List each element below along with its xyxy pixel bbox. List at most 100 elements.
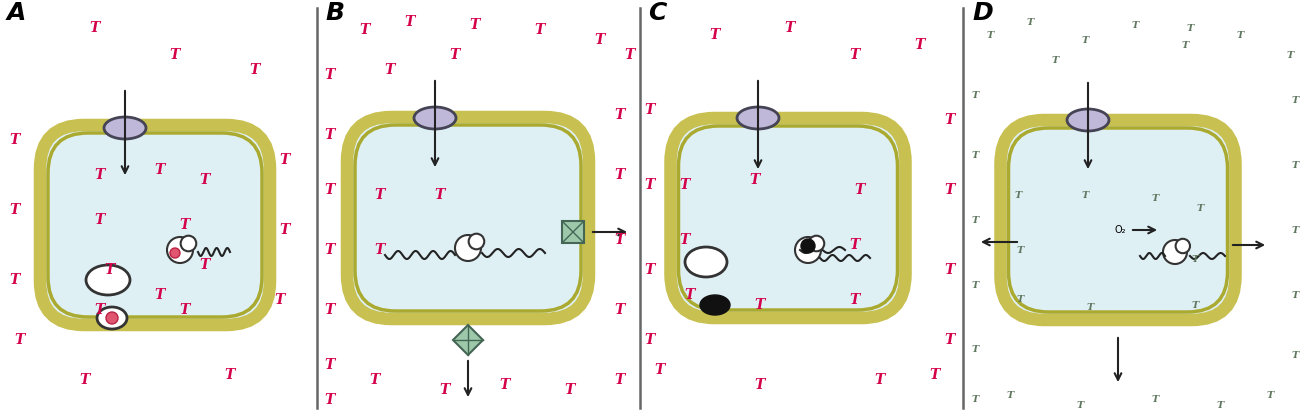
Text: T: T [1292, 291, 1298, 299]
Text: T: T [200, 258, 210, 272]
Ellipse shape [414, 107, 456, 129]
Text: T: T [180, 218, 191, 232]
Text: T: T [180, 303, 191, 317]
Polygon shape [563, 221, 584, 243]
Text: T: T [615, 168, 626, 182]
Text: T: T [1191, 301, 1199, 309]
Polygon shape [453, 325, 483, 355]
Text: T: T [755, 378, 765, 392]
Text: T: T [500, 378, 511, 392]
FancyBboxPatch shape [347, 117, 589, 319]
Text: T: T [279, 153, 290, 167]
Text: T: T [855, 183, 865, 197]
Text: T: T [710, 28, 720, 42]
Text: T: T [645, 103, 656, 117]
Text: T: T [1076, 400, 1084, 409]
Text: T: T [10, 203, 20, 217]
Text: T: T [1081, 191, 1089, 199]
Circle shape [106, 312, 118, 324]
Text: T: T [645, 263, 656, 277]
Text: T: T [10, 273, 20, 287]
Circle shape [180, 236, 196, 251]
Text: T: T [1237, 30, 1243, 40]
Text: T: T [564, 383, 575, 397]
Circle shape [469, 234, 485, 249]
Text: T: T [680, 178, 690, 192]
Text: T: T [1191, 256, 1199, 264]
Text: T: T [680, 233, 690, 247]
Circle shape [170, 248, 180, 258]
Ellipse shape [1067, 109, 1109, 131]
Text: C: C [648, 1, 666, 25]
Text: T: T [440, 383, 451, 397]
Text: T: T [1196, 203, 1204, 213]
Text: T: T [1027, 18, 1033, 27]
Text: T: T [1186, 23, 1194, 33]
Text: T: T [850, 48, 861, 62]
Ellipse shape [86, 265, 131, 295]
Text: T: T [750, 173, 760, 187]
Text: T: T [645, 178, 656, 192]
Text: T: T [972, 90, 978, 100]
Text: T: T [1152, 193, 1158, 203]
Text: T: T [249, 63, 260, 77]
Text: T: T [104, 263, 115, 277]
Text: T: T [375, 188, 385, 202]
Text: T: T [1267, 390, 1273, 399]
Text: T: T [325, 68, 336, 82]
Text: T: T [325, 393, 336, 407]
Text: T: T [930, 368, 940, 382]
Text: O₂: O₂ [1114, 225, 1126, 235]
Ellipse shape [700, 295, 730, 315]
Text: T: T [972, 281, 978, 289]
Text: T: T [785, 21, 795, 35]
Text: T: T [95, 168, 106, 182]
Text: T: T [325, 243, 336, 257]
Text: T: T [624, 48, 635, 62]
FancyBboxPatch shape [670, 118, 905, 318]
Text: T: T [449, 48, 460, 62]
Text: T: T [405, 15, 415, 29]
Text: T: T [654, 363, 665, 377]
Circle shape [801, 239, 815, 253]
Text: T: T [385, 63, 396, 77]
Text: T: T [1015, 191, 1021, 199]
Text: T: T [944, 333, 955, 347]
Text: T: T [1292, 161, 1298, 169]
Text: T: T [972, 395, 978, 404]
Text: T: T [1292, 351, 1298, 359]
Text: T: T [875, 373, 885, 387]
Text: T: T [944, 263, 955, 277]
Text: T: T [155, 163, 165, 177]
Ellipse shape [104, 117, 146, 139]
Text: T: T [375, 243, 385, 257]
Circle shape [808, 236, 824, 251]
Text: T: T [80, 373, 90, 387]
FancyBboxPatch shape [40, 125, 270, 325]
Text: T: T [986, 30, 994, 40]
Text: T: T [170, 48, 180, 62]
Text: T: T [1286, 50, 1294, 60]
Text: T: T [1051, 55, 1059, 65]
Text: T: T [972, 216, 978, 224]
Text: T: T [944, 113, 955, 127]
Text: T: T [1016, 246, 1024, 254]
Text: T: T [1081, 35, 1089, 45]
Text: T: T [972, 151, 978, 159]
Text: T: T [972, 346, 978, 354]
Circle shape [1175, 239, 1190, 253]
Text: T: T [1182, 40, 1188, 50]
Circle shape [167, 237, 193, 263]
Text: T: T [225, 368, 235, 382]
Text: T: T [615, 233, 626, 247]
Text: T: T [435, 188, 445, 202]
Text: T: T [850, 238, 861, 252]
Text: T: T [615, 108, 626, 122]
Text: B: B [325, 1, 343, 25]
Text: T: T [200, 173, 210, 187]
Text: T: T [1016, 296, 1024, 304]
Text: T: T [850, 293, 861, 307]
Circle shape [795, 237, 821, 263]
Text: T: T [279, 223, 290, 237]
Ellipse shape [686, 247, 727, 277]
